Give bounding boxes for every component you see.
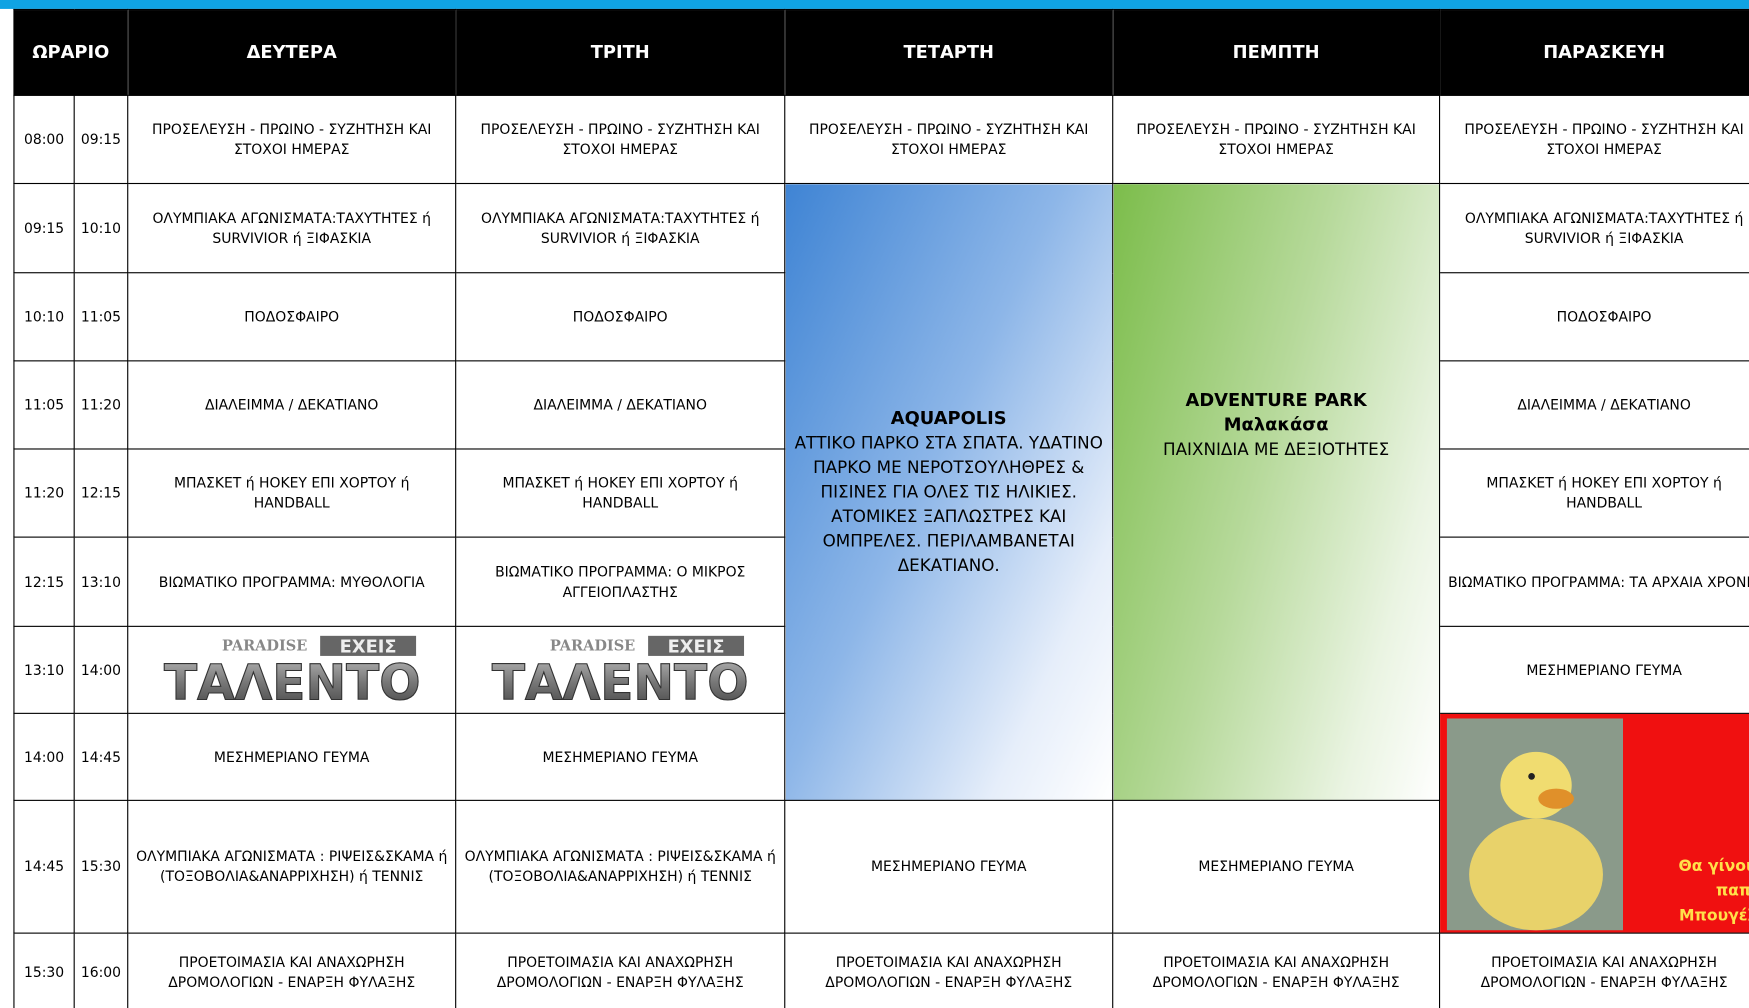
top-bar	[0, 0, 1749, 9]
duck-image	[1446, 718, 1624, 931]
excursion-text: ΑΤΤΙΚΟ ΠΑΡΚΟ ΣΤΑ ΣΠΑΤΑ. ΥΔΑΤΙΝΟ ΠΑΡΚΟ ΜΕ…	[794, 433, 1103, 576]
activity-cell: ΠΡΟΕΤΟΙΜΑΣΙΑ ΚΑΙ ΑΝΑΧΩΡΗΣΗ ΔΡΟΜΟΛΟΓΙΩΝ -…	[127, 932, 457, 1008]
header-cell: ΠΕΜΠΤΗ	[1112, 8, 1441, 96]
excursion-text: ΠΑΙΧΝΙΔΙΑ ΜΕ ΔΕΞΙΟΤΗΤΕΣ	[1163, 439, 1390, 460]
activity-cell: ΠΟΔΟΣΦΑΙΡΟ	[455, 272, 786, 362]
schedule-row: 09:15 10:10 ΟΛΥΜΠΙΑΚΑ ΑΓΩΝΙΣΜΑΤΑ:ΤΑΧΥΤΗΤΕΣ…	[13, 182, 1749, 802]
duck-event: Θα γίνουμ παπιά Μπουγέλα	[1438, 712, 1749, 934]
start-time: 14:00	[13, 712, 75, 802]
schedule-row: 10:10 11:05 ΠΟΔΟΣΦΑΙΡΟ ΠΟΔΟΣΦΑΙΡΟ ΠΟΔΟΣΦΑΙΡΟ	[13, 272, 1749, 362]
excursion-title: ADVENTURE PARK	[1185, 389, 1367, 411]
excursion-aquapolis: AQUAPOLIS ΑΤΤΙΚΟ ΠΑΡΚΟ ΣΤΑ ΣΠΑΤΑ. ΥΔΑΤΙΝΟ…	[784, 182, 1114, 802]
activity-cell: ΔΙΑΛΕΙΜΜΑ / ΔΕΚΑΤΙΑΝΟ	[127, 360, 457, 450]
excursion-adventure: ADVENTURE PARK Μαλακάσα ΠΑΙΧΝΙΔΙΑ ΜΕ ΔΕΞΙΟ…	[1112, 182, 1441, 802]
end-time: 16:00	[73, 932, 129, 1008]
activity-cell: ΠΡΟΣΕΛΕΥΣΗ - ΠΡΩΙΝΟ - ΣΥΖΗΤΗΣΗ ΚΑΙ ΣΤΟΧΟ…	[1438, 94, 1749, 185]
activity-cell: ΟΛΥΜΠΙΑΚΑ ΑΓΩΝΙΣΜΑΤΑ:ΤΑΧΥΤΗΤΕΣ ή SURVIVI…	[455, 182, 786, 274]
start-time: 10:10	[13, 272, 75, 362]
schedule-row: 11:20 12:15 ΜΠΑΣΚΕΤ ή ΗΟΚΕΥ ΕΠΙ ΧΟΡΤΟΥ ή H…	[13, 448, 1749, 538]
end-time: 15:30	[73, 800, 129, 934]
logo-word: ΕΧΕΙΣ	[339, 637, 396, 658]
start-time: 11:05	[13, 360, 75, 450]
logo-brand: PARADISE	[550, 637, 635, 654]
schedule-row: 08:00 09:15 ΠΡΟΣΕΛΕΥΣΗ - ΠΡΩΙΝΟ - ΣΥΖΗΤΗΣΗ…	[13, 94, 1749, 185]
activity-cell: ΟΛΥΜΠΙΑΚΑ ΑΓΩΝΙΣΜΑΤΑ : ΡΙΨΕΙΣ&ΣΚΑΜΑ ή (Τ…	[455, 800, 786, 934]
activity-cell: ΠΡΟΣΕΛΕΥΣΗ - ΠΡΩΙΝΟ - ΣΥΖΗΤΗΣΗ ΚΑΙ ΣΤΟΧΟ…	[455, 94, 786, 185]
activity-cell: ΠΡΟΣΕΛΕΥΣΗ - ΠΡΩΙΝΟ - ΣΥΖΗΤΗΣΗ ΚΑΙ ΣΤΟΧΟ…	[127, 94, 457, 185]
header-cell: ΔΕΥΤΕΡΑ	[127, 8, 457, 96]
activity-cell: ΜΕΣΗΜΕΡΙΑΝΟ ΓΕΥΜΑ	[784, 800, 1114, 934]
end-time: 09:15	[73, 94, 129, 185]
schedule-table: ΩΡΑΡΙΟ ΔΕΥΤΕΡΑ ΤΡΙΤΗ ΤΕΤΑΡΤΗ ΠΕΜΠΤΗ ΠΑΡΑΣΚΕΥΗ…	[13, 8, 1749, 1008]
header-row: ΩΡΑΡΙΟ ΔΕΥΤΕΡΑ ΤΡΙΤΗ ΤΕΤΑΡΤΗ ΠΕΜΠΤΗ ΠΑΡΑΣΚΕΥΗ	[13, 8, 1749, 96]
activity-cell: ΜΕΣΗΜΕΡΙΑΝΟ ΓΕΥΜΑ	[455, 712, 786, 802]
activity-cell: ΠΟΔΟΣΦΑΙΡΟ	[127, 272, 457, 362]
end-time: 13:10	[73, 536, 129, 627]
excursion-subtitle: Μαλακάσα	[1223, 414, 1329, 436]
schedule-row: 15:30 16:00 ΠΡΟΕΤΟΙΜΑΣΙΑ ΚΑΙ ΑΝΑΧΩΡΗΣΗ ΔΡΟ…	[13, 932, 1749, 1008]
message-line: παπιά	[1715, 882, 1749, 901]
logo-title: ΤΑΛΕΝΤΟ	[492, 653, 749, 706]
duck-message: Θα γίνουμ παπιά Μπουγέλα	[1678, 854, 1749, 928]
duck-box: Θα γίνουμ παπιά Μπουγέλα	[1441, 714, 1749, 932]
header-cell: ΤΕΤΑΡΤΗ	[784, 8, 1114, 96]
activity-cell: ΠΟΔΟΣΦΑΙΡΟ	[1438, 272, 1749, 362]
schedule-row: 14:45 15:30 ΟΛΥΜΠΙΑΚΑ ΑΓΩΝΙΣΜΑΤΑ : ΡΙΨΕΙΣ&…	[13, 800, 1749, 934]
activity-cell: ΒΙΩΜΑΤΙΚΟ ΠΡΟΓΡΑΜΜΑ: ΜΥΘΟΛΟΓΙΑ	[127, 536, 457, 627]
activity-cell: ΜΕΣΗΜΕΡΙΑΝΟ ΓΕΥΜΑ	[1112, 800, 1441, 934]
message-line: Θα γίνουμ	[1678, 857, 1749, 876]
start-time: 15:30	[13, 932, 75, 1008]
start-time: 09:15	[13, 182, 75, 274]
activity-cell: ΠΡΟΣΕΛΕΥΣΗ - ΠΡΩΙΝΟ - ΣΥΖΗΤΗΣΗ ΚΑΙ ΣΤΟΧΟ…	[1112, 94, 1441, 185]
start-time: 13:10	[13, 625, 75, 714]
activity-cell: ΜΕΣΗΜΕΡΙΑΝΟ ΓΕΥΜΑ	[1438, 625, 1749, 714]
talent-logo: PARADISE ΕΧΕΙΣ ΤΑΛΕΝΤΟ	[127, 625, 457, 714]
activity-cell: ΠΡΟΕΤΟΙΜΑΣΙΑ ΚΑΙ ΑΝΑΧΩΡΗΣΗ ΔΡΟΜΟΛΟΓΙΩΝ -…	[455, 932, 786, 1008]
activity-cell: ΠΡΟΕΤΟΙΜΑΣΙΑ ΚΑΙ ΑΝΑΧΩΡΗΣΗ ΔΡΟΜΟΛΟΓΙΩΝ -…	[1438, 932, 1749, 1008]
excursion-title: AQUAPOLIS	[890, 407, 1007, 429]
activity-cell: ΟΛΥΜΠΙΑΚΑ ΑΓΩΝΙΣΜΑΤΑ : ΡΙΨΕΙΣ&ΣΚΑΜΑ ή (Τ…	[127, 800, 457, 934]
activity-cell: ΜΠΑΣΚΕΤ ή ΗΟΚΕΥ ΕΠΙ ΧΟΡΤΟΥ ή HANDBALL	[455, 448, 786, 538]
start-time: 11:20	[13, 448, 75, 538]
activity-cell: ΠΡΟΕΤΟΙΜΑΣΙΑ ΚΑΙ ΑΝΑΧΩΡΗΣΗ ΔΡΟΜΟΛΟΓΙΩΝ -…	[1112, 932, 1441, 1008]
end-time: 14:00	[73, 625, 129, 714]
activity-cell: ΟΛΥΜΠΙΑΚΑ ΑΓΩΝΙΣΜΑΤΑ:ΤΑΧΥΤΗΤΕΣ ή SURVIVI…	[1438, 182, 1749, 274]
schedule-row: 11:05 11:20 ΔΙΑΛΕΙΜΜΑ / ΔΕΚΑΤΙΑΝΟ ΔΙΑΛΕΙΜΜΑ…	[13, 360, 1749, 450]
activity-cell: ΔΙΑΛΕΙΜΜΑ / ΔΕΚΑΤΙΑΝΟ	[455, 360, 786, 450]
activity-cell: ΜΠΑΣΚΕΤ ή ΗΟΚΕΥ ΕΠΙ ΧΟΡΤΟΥ ή HANDBALL	[1438, 448, 1749, 538]
logo-title: ΤΑΛΕΝΤΟ	[163, 653, 420, 706]
talent-logo: PARADISE ΕΧΕΙΣ ΤΑΛΕΝΤΟ	[455, 625, 786, 714]
start-time: 14:45	[13, 800, 75, 934]
activity-cell: ΠΡΟΣΕΛΕΥΣΗ - ΠΡΩΙΝΟ - ΣΥΖΗΤΗΣΗ ΚΑΙ ΣΤΟΧΟ…	[784, 94, 1114, 185]
end-time: 11:05	[73, 272, 129, 362]
activity-cell: ΟΛΥΜΠΙΑΚΑ ΑΓΩΝΙΣΜΑΤΑ:ΤΑΧΥΤΗΤΕΣ ή SURVIVI…	[127, 182, 457, 274]
logo-brand: PARADISE	[221, 637, 306, 654]
logo-word: ΕΧΕΙΣ	[668, 637, 725, 658]
activity-cell: ΔΙΑΛΕΙΜΜΑ / ΔΕΚΑΤΙΑΝΟ	[1438, 360, 1749, 450]
header-cell: ΤΡΙΤΗ	[455, 8, 786, 96]
end-time: 11:20	[73, 360, 129, 450]
activity-cell: ΒΙΩΜΑΤΙΚΟ ΠΡΟΓΡΑΜΜΑ: Ο ΜΙΚΡΟΣ ΑΓΓΕΙΟΠΛΑΣ…	[455, 536, 786, 627]
activity-cell: ΜΕΣΗΜΕΡΙΑΝΟ ΓΕΥΜΑ	[127, 712, 457, 802]
schedule-row: 14:00 14:45 ΜΕΣΗΜΕΡΙΑΝΟ ΓΕΥΜΑ ΜΕΣΗΜΕΡΙΑΝΟ Γ…	[13, 712, 1749, 934]
schedule-row: 13:10 14:00 PARADISE ΕΧΕΙΣ ΤΑΛΕΝΤΟ PARADISE ΕΧ…	[13, 625, 1749, 714]
start-time: 08:00	[13, 94, 75, 185]
end-time: 10:10	[73, 182, 129, 274]
activity-cell: ΠΡΟΕΤΟΙΜΑΣΙΑ ΚΑΙ ΑΝΑΧΩΡΗΣΗ ΔΡΟΜΟΛΟΓΙΩΝ -…	[784, 932, 1114, 1008]
activity-cell: ΒΙΩΜΑΤΙΚΟ ΠΡΟΓΡΑΜΜΑ: ΤΑ ΑΡΧΑΙΑ ΧΡΟΝΙΑ	[1438, 536, 1749, 627]
header-cell: ΠΑΡΑΣΚΕΥΗ	[1438, 8, 1749, 96]
message-line: Μπουγέλα	[1678, 906, 1749, 925]
activity-cell: ΜΠΑΣΚΕΤ ή ΗΟΚΕΥ ΕΠΙ ΧΟΡΤΟΥ ή HANDBALL	[127, 448, 457, 538]
schedule-row: 12:15 13:10 ΒΙΩΜΑΤΙΚΟ ΠΡΟΓΡΑΜΜΑ: ΜΥΘΟΛΟΓΙΑ…	[13, 536, 1749, 627]
start-time: 12:15	[13, 536, 75, 627]
end-time: 14:45	[73, 712, 129, 802]
header-cell: ΩΡΑΡΙΟ	[13, 8, 129, 96]
end-time: 12:15	[73, 448, 129, 538]
